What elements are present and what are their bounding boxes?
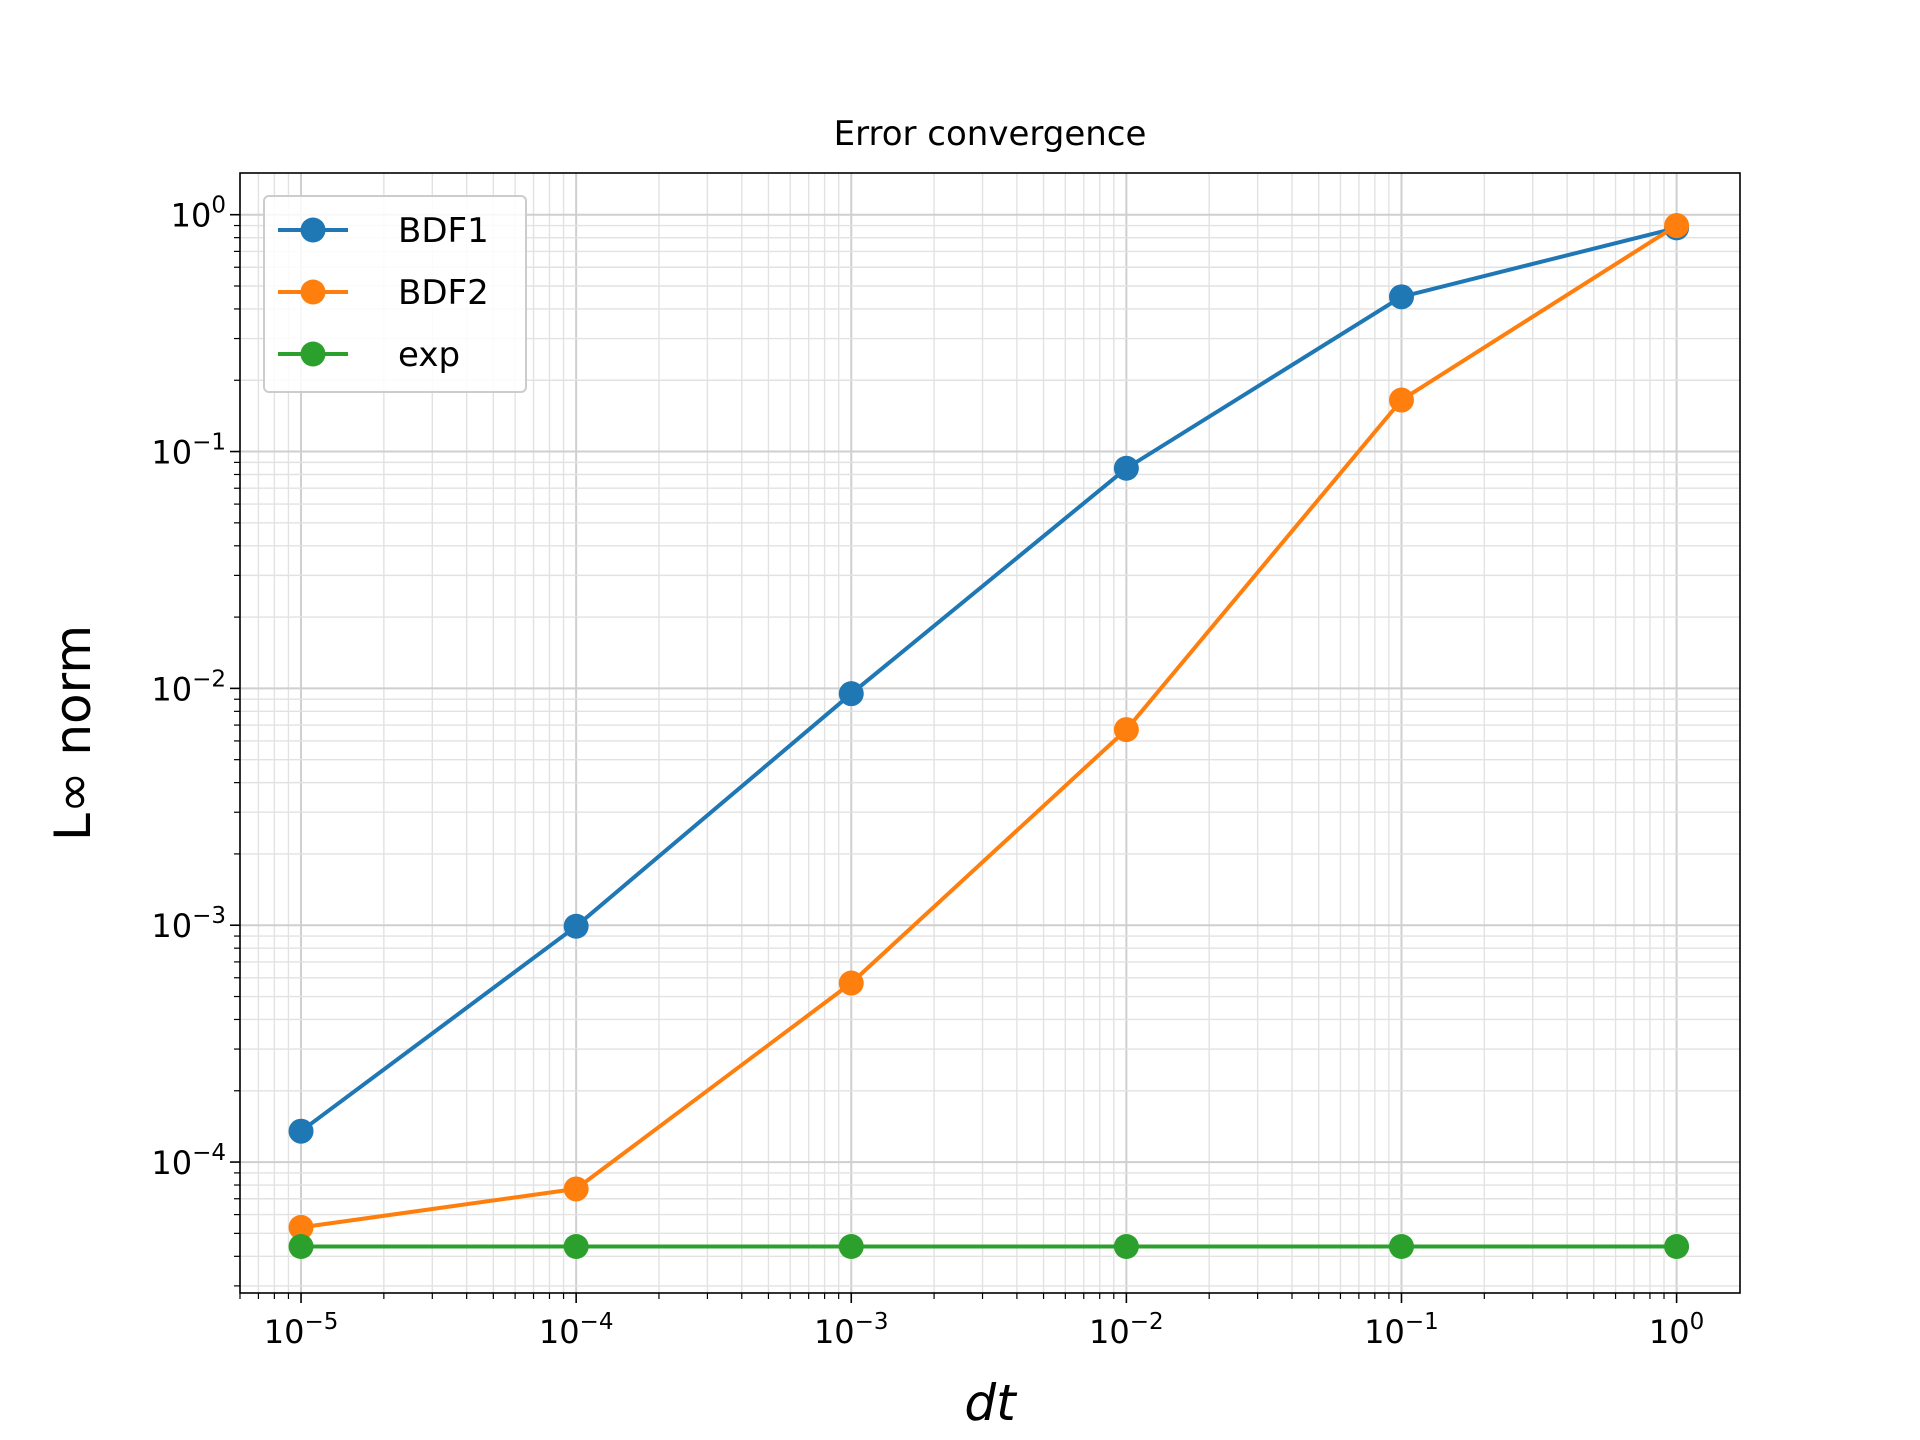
y-tick-label: 10−1 [151, 430, 226, 472]
legend: BDF1 BDF2 exp [263, 195, 527, 393]
data-point-BDF1 [288, 1118, 314, 1144]
data-point-exp [1113, 1234, 1139, 1260]
y-tick-label: 10−3 [151, 903, 226, 945]
plot-lines [288, 213, 1690, 1260]
axis-ticks: 10−5 10−4 10−3 10−2 10−1 100 10−4 10−3 10−2 10−1 1… [151, 193, 1704, 1351]
data-point-BDF2 [288, 1214, 314, 1240]
y-tick-label: 10−2 [151, 666, 226, 708]
x-tick-label: 10−2 [1089, 1309, 1164, 1351]
x-tick-label: 10−3 [814, 1309, 889, 1351]
x-tick-label: 10−1 [1364, 1309, 1439, 1351]
legend-box [263, 195, 527, 393]
series-line-BDF1 [299, 225, 1678, 1133]
series-line-BDF2 [300, 223, 1678, 1230]
legend-marker-BDF1 [300, 217, 326, 243]
data-point-exp [563, 1234, 589, 1260]
data-point-BDF1 [838, 681, 864, 707]
x-axis-label: dt [964, 1374, 1018, 1432]
legend-label-exp: exp [398, 335, 460, 375]
data-point-BDF1 [563, 913, 589, 939]
data-point-BDF2 [1388, 387, 1414, 413]
y-tick-label: 10−4 [151, 1140, 226, 1182]
data-point-exp [1664, 1234, 1690, 1260]
data-point-exp [288, 1234, 314, 1260]
legend-marker-exp [300, 341, 326, 367]
axes-frame [239, 172, 1741, 1294]
legend-marker-BDF2 [300, 279, 326, 305]
data-point-BDF1 [1113, 455, 1139, 481]
data-point-exp [1388, 1234, 1414, 1260]
data-point-exp [838, 1234, 864, 1260]
x-tick-label: 100 [1649, 1309, 1704, 1351]
legend-label-BDF1: BDF1 [398, 211, 489, 251]
data-point-BDF2 [1113, 717, 1139, 743]
legend-label-BDF2: BDF2 [398, 273, 489, 313]
x-tick-label: 10−5 [264, 1309, 339, 1351]
x-tick-label: 10−4 [539, 1309, 614, 1351]
chart-title: Error convergence [834, 114, 1147, 154]
data-point-BDF1 [1388, 284, 1414, 310]
y-tick-label: 100 [171, 193, 226, 235]
y-axis-label: L∞ norm [44, 625, 102, 841]
data-point-BDF2 [1664, 213, 1690, 239]
data-point-BDF2 [838, 970, 864, 996]
data-point-BDF2 [563, 1176, 589, 1202]
